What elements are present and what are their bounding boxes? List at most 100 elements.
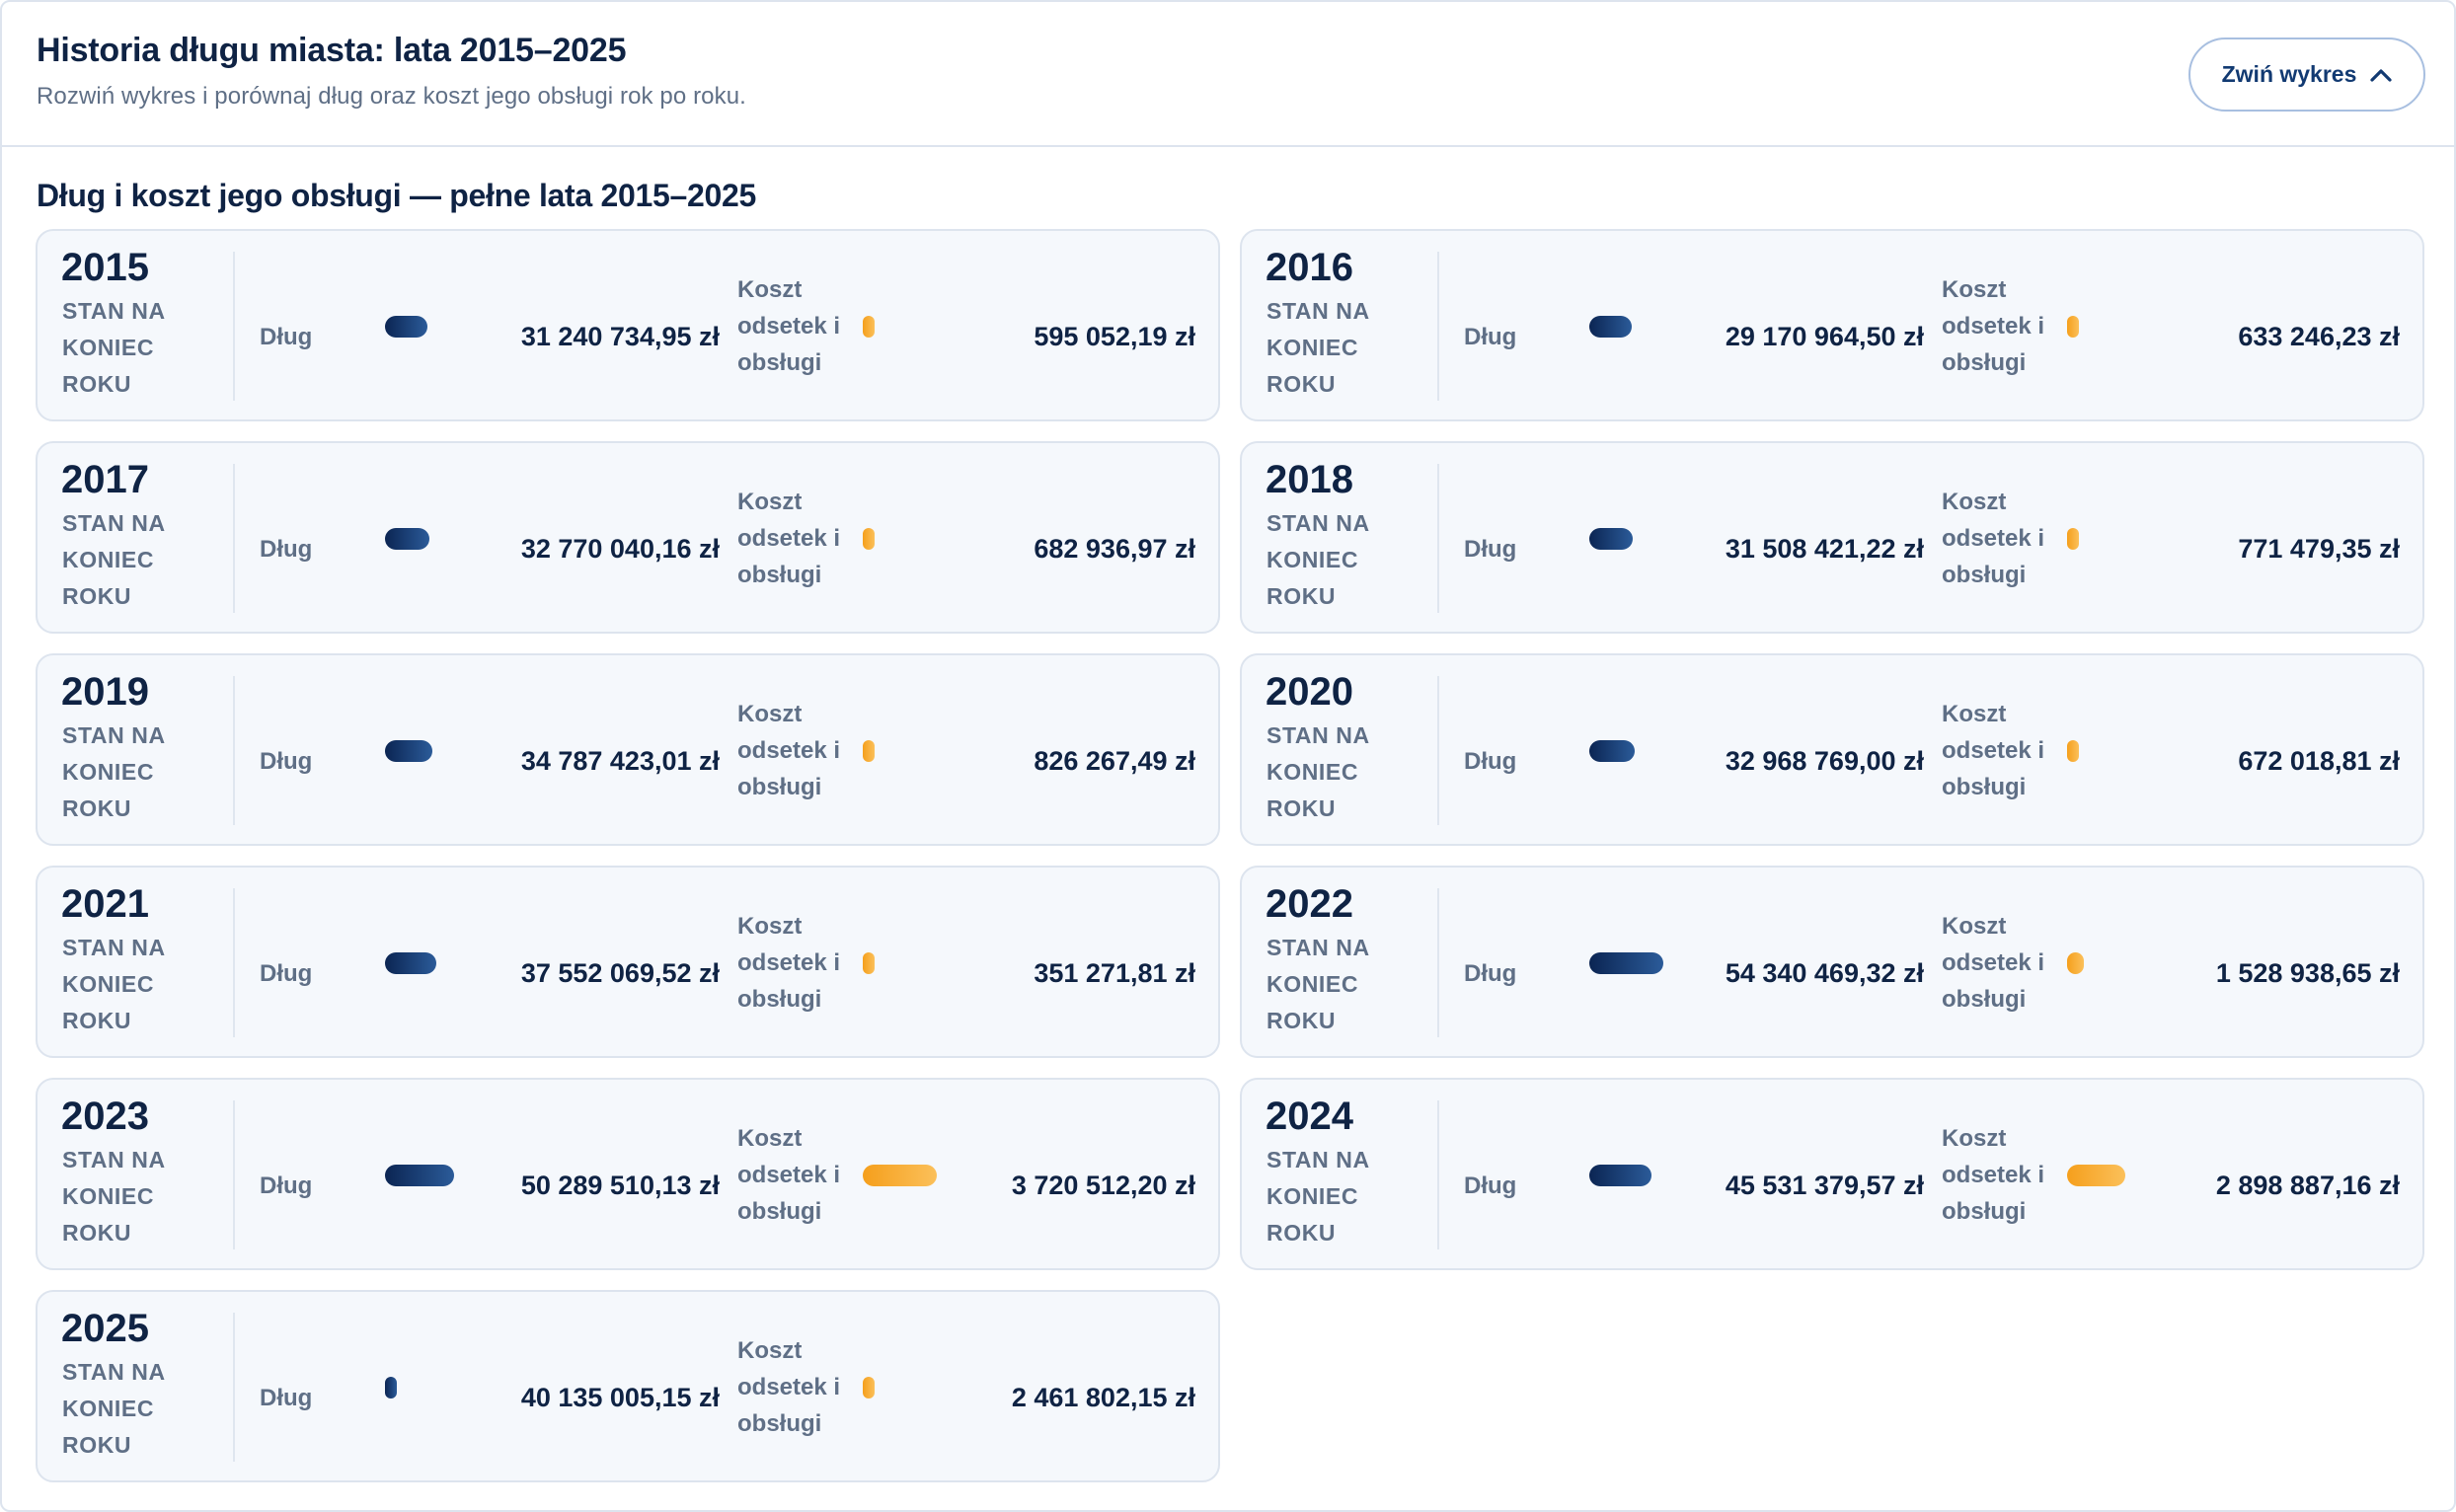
year-end-status-label: STAN NA KONIEC ROKU <box>62 1359 165 1458</box>
cost-value: 2 898 887,16 zł <box>2215 1171 2400 1200</box>
year-label: 2017 <box>61 458 149 501</box>
debt-bar <box>1589 316 1632 338</box>
cost-value: 771 479,35 zł <box>2238 534 2400 564</box>
year-card: 2023 STAN NA KONIEC ROKU Dług 50 289 510,13… <box>36 1078 1220 1270</box>
year-label: 2023 <box>61 1095 149 1138</box>
year-end-status-label: STAN NA KONIEC ROKU <box>62 510 165 609</box>
debt-label: Dług <box>1464 536 1517 563</box>
year-label: 2019 <box>61 670 149 714</box>
year-end-status-label: STAN NA KONIEC ROKU <box>1266 935 1369 1033</box>
year-card: 2020 STAN NA KONIEC ROKU Dług 32 968 769,00… <box>1240 653 2424 846</box>
debt-value: 40 135 005,15 zł <box>520 1383 720 1412</box>
debt-label: Dług <box>260 1172 313 1199</box>
year-card: 2018 STAN NA KONIEC ROKU Dług 31 508 421,22… <box>1240 441 2424 634</box>
debt-label: Dług <box>1464 1172 1517 1199</box>
page-title: Historia długu miasta: lata 2015–2025 <box>37 32 627 69</box>
debt-bar <box>1589 528 1633 550</box>
debt-value: 29 170 964,50 zł <box>1725 322 1924 351</box>
debt-label: Dług <box>1464 324 1517 350</box>
year-card: 2025 STAN NA KONIEC ROKU Dług 40 135 005,15… <box>36 1290 1220 1482</box>
cost-value: 351 271,81 zł <box>1034 958 1195 988</box>
cost-value: 672 018,81 zł <box>2238 746 2400 776</box>
year-cards-grid: 2015 STAN NA KONIEC ROKU Dług 31 240 734,95… <box>36 229 2426 1482</box>
card-divider <box>1437 676 1439 825</box>
cost-bar <box>2067 952 2084 974</box>
year-end-status-label: STAN NA KONIEC ROKU <box>62 722 165 821</box>
cost-value: 826 267,49 zł <box>1034 746 1195 776</box>
cost-label: Koszt odsetek i obsługi <box>1942 1125 2045 1225</box>
year-end-status-label: STAN NA KONIEC ROKU <box>1266 298 1369 397</box>
cost-bar <box>863 528 875 550</box>
card-divider <box>233 252 235 401</box>
debt-value: 34 787 423,01 zł <box>520 746 720 776</box>
year-card: 2015 STAN NA KONIEC ROKU Dług 31 240 734,95… <box>36 229 1220 421</box>
cost-label: Koszt odsetek i obsługi <box>1942 489 2045 588</box>
cost-label: Koszt odsetek i obsługi <box>737 489 841 588</box>
year-card: 2017 STAN NA KONIEC ROKU Dług 32 770 040,16… <box>36 441 1220 634</box>
debt-bar <box>385 740 432 762</box>
cost-bar <box>863 1165 937 1186</box>
chevron-up-icon <box>2370 68 2392 82</box>
cost-label: Koszt odsetek i obsługi <box>1942 701 2045 800</box>
cost-bar <box>2067 528 2079 550</box>
debt-value: 31 508 421,22 zł <box>1725 534 1924 564</box>
debt-value: 50 289 510,13 zł <box>520 1171 720 1200</box>
collapse-chart-label: Zwiń wykres <box>2221 61 2357 87</box>
cost-bar <box>2067 1165 2125 1186</box>
debt-value: 54 340 469,32 zł <box>1725 958 1924 988</box>
debt-bar <box>385 316 427 338</box>
year-end-status-label: STAN NA KONIEC ROKU <box>1266 722 1369 821</box>
year-label: 2018 <box>1266 458 1353 501</box>
page-subtitle: Rozwiń wykres i porównaj dług oraz koszt… <box>37 83 746 110</box>
card-divider <box>1437 464 1439 613</box>
cost-bar <box>863 1377 875 1399</box>
cost-value: 3 720 512,20 zł <box>1011 1171 1195 1200</box>
debt-bar <box>385 528 429 550</box>
debt-label: Dług <box>260 1385 313 1411</box>
collapse-chart-button[interactable]: Zwiń wykres <box>2188 38 2425 112</box>
year-card: 2021 STAN NA KONIEC ROKU Dług 37 552 069,52… <box>36 866 1220 1058</box>
panel-header: Historia długu miasta: lata 2015–2025 Ro… <box>2 2 2454 147</box>
cost-label: Koszt odsetek i obsługi <box>737 1337 841 1437</box>
debt-bar <box>385 952 436 974</box>
year-label: 2022 <box>1266 882 1353 926</box>
card-divider <box>233 676 235 825</box>
debt-bar <box>385 1165 454 1186</box>
debt-value: 45 531 379,57 zł <box>1725 1171 1924 1200</box>
year-label: 2016 <box>1266 246 1353 289</box>
cost-value: 633 246,23 zł <box>2238 322 2400 351</box>
debt-bar <box>1589 1165 1651 1186</box>
year-card: 2019 STAN NA KONIEC ROKU Dług 34 787 423,01… <box>36 653 1220 846</box>
debt-label: Dług <box>1464 748 1517 775</box>
debt-bar <box>1589 740 1635 762</box>
cost-label: Koszt odsetek i obsługi <box>737 276 841 376</box>
cost-value: 682 936,97 zł <box>1034 534 1195 564</box>
year-label: 2020 <box>1266 670 1353 714</box>
year-end-status-label: STAN NA KONIEC ROKU <box>62 935 165 1033</box>
card-divider <box>233 888 235 1037</box>
cost-label: Koszt odsetek i obsługi <box>1942 276 2045 376</box>
year-end-status-label: STAN NA KONIEC ROKU <box>62 298 165 397</box>
cost-bar <box>863 740 875 762</box>
section-title: Dług i koszt jego obsługi — pełne lata 2… <box>37 178 756 213</box>
year-end-status-label: STAN NA KONIEC ROKU <box>1266 1147 1369 1246</box>
cost-label: Koszt odsetek i obsługi <box>737 913 841 1013</box>
card-divider <box>233 1100 235 1249</box>
debt-value: 32 770 040,16 zł <box>520 534 720 564</box>
cost-bar <box>2067 740 2079 762</box>
card-divider <box>233 1313 235 1462</box>
debt-label: Dług <box>260 324 313 350</box>
year-end-status-label: STAN NA KONIEC ROKU <box>62 1147 165 1246</box>
cost-label: Koszt odsetek i obsługi <box>1942 913 2045 1013</box>
year-card: 2016 STAN NA KONIEC ROKU Dług 29 170 964,50… <box>1240 229 2424 421</box>
card-divider <box>1437 252 1439 401</box>
year-label: 2025 <box>61 1307 149 1350</box>
cost-bar <box>863 316 875 338</box>
card-divider <box>233 464 235 613</box>
debt-bar <box>1589 952 1663 974</box>
debt-label: Dług <box>1464 960 1517 987</box>
debt-label: Dług <box>260 960 313 987</box>
debt-bar <box>385 1377 397 1399</box>
cost-value: 595 052,19 zł <box>1034 322 1195 351</box>
cost-bar <box>863 952 875 974</box>
